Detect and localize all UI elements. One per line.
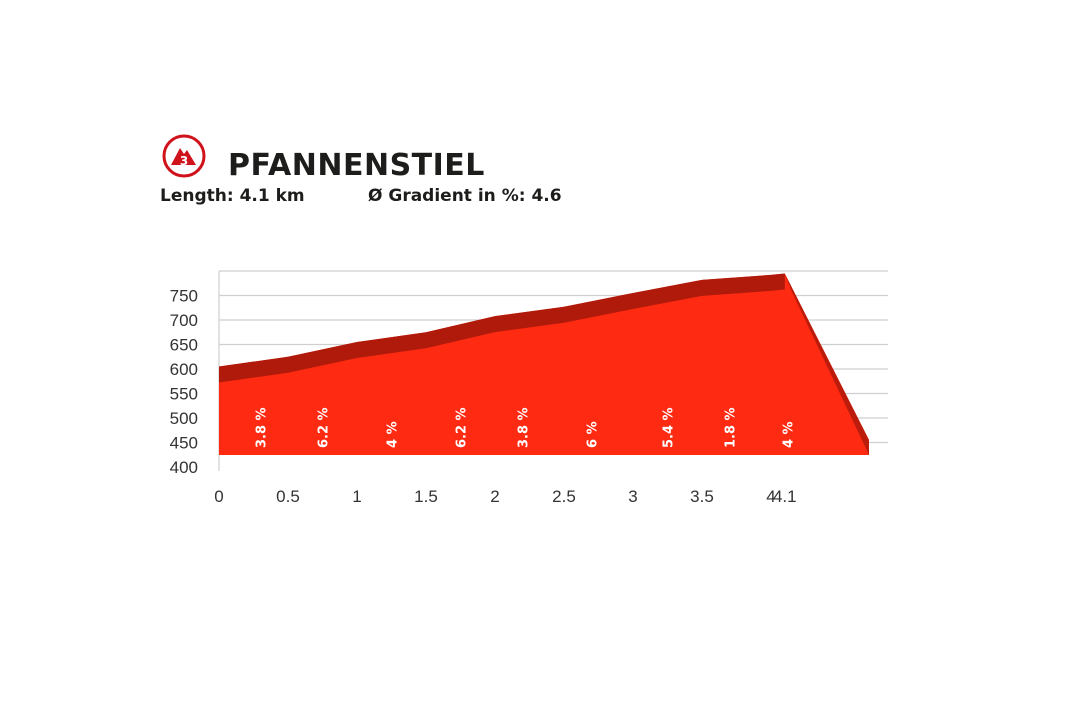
profile-top-band [219, 273, 785, 383]
profile-area [219, 273, 869, 455]
y-tick-label: 550 [170, 385, 198, 404]
x-tick-label: 0.5 [276, 487, 300, 506]
y-tick-label: 450 [170, 434, 198, 453]
segment-label: 5.4 % [662, 407, 677, 448]
climb-category-icon: 3 [162, 134, 206, 178]
segment-label: 6.2 % [317, 407, 332, 448]
x-tick-label: 3.5 [690, 487, 714, 506]
y-tick-label: 600 [170, 360, 198, 379]
x-tick-label: 1 [352, 487, 361, 506]
segment-label: 6.2 % [455, 407, 470, 448]
x-tick-label: 0 [214, 487, 223, 506]
climb-stats: Length: 4.1 km Ø Gradient in %: 4.6 [160, 186, 562, 206]
segment-label: 3.8 % [517, 407, 532, 448]
segment-label: 1.8 % [724, 407, 739, 448]
x-tick-label: 2.5 [552, 487, 576, 506]
x-tick-label: 4 [766, 487, 775, 506]
y-tick-label: 650 [170, 336, 198, 355]
x-tick-label: 2 [490, 487, 499, 506]
y-tick-label: 400 [170, 458, 198, 477]
segment-label: 4 % [386, 421, 401, 448]
climb-name: PFANNENSTIEL [228, 148, 485, 183]
segment-gradient-labels: 3.8 % 6.2 % 4 % 6.2 % 3.8 % 6 % 5.4 % 1.8 % 4 % [254, 407, 796, 448]
y-tick-label: 700 [170, 311, 198, 330]
y-tick-label: 750 [170, 287, 198, 306]
segment-label: 4 % [782, 421, 797, 448]
x-tick-label: 4.1 [773, 487, 797, 506]
length-stat: Length: 4.1 km [160, 186, 305, 206]
segment-label: 3.8 % [254, 407, 269, 448]
y-axis-ticks: 400 450 500 550 600 650 700 750 [170, 287, 198, 478]
profile-fill [219, 273, 869, 455]
gradient-stat: Ø Gradient in %: 4.6 [368, 186, 562, 206]
segment-label: 6 % [586, 421, 601, 448]
profile-side-face [784, 273, 869, 455]
climb-category: 3 [180, 154, 188, 168]
x-tick-label: 1.5 [414, 487, 438, 506]
x-tick-label: 3 [628, 487, 637, 506]
y-tick-label: 500 [170, 409, 198, 428]
x-axis-ticks: 0 0.5 1 1.5 2 2.5 3 3.5 44.1 [214, 487, 796, 506]
